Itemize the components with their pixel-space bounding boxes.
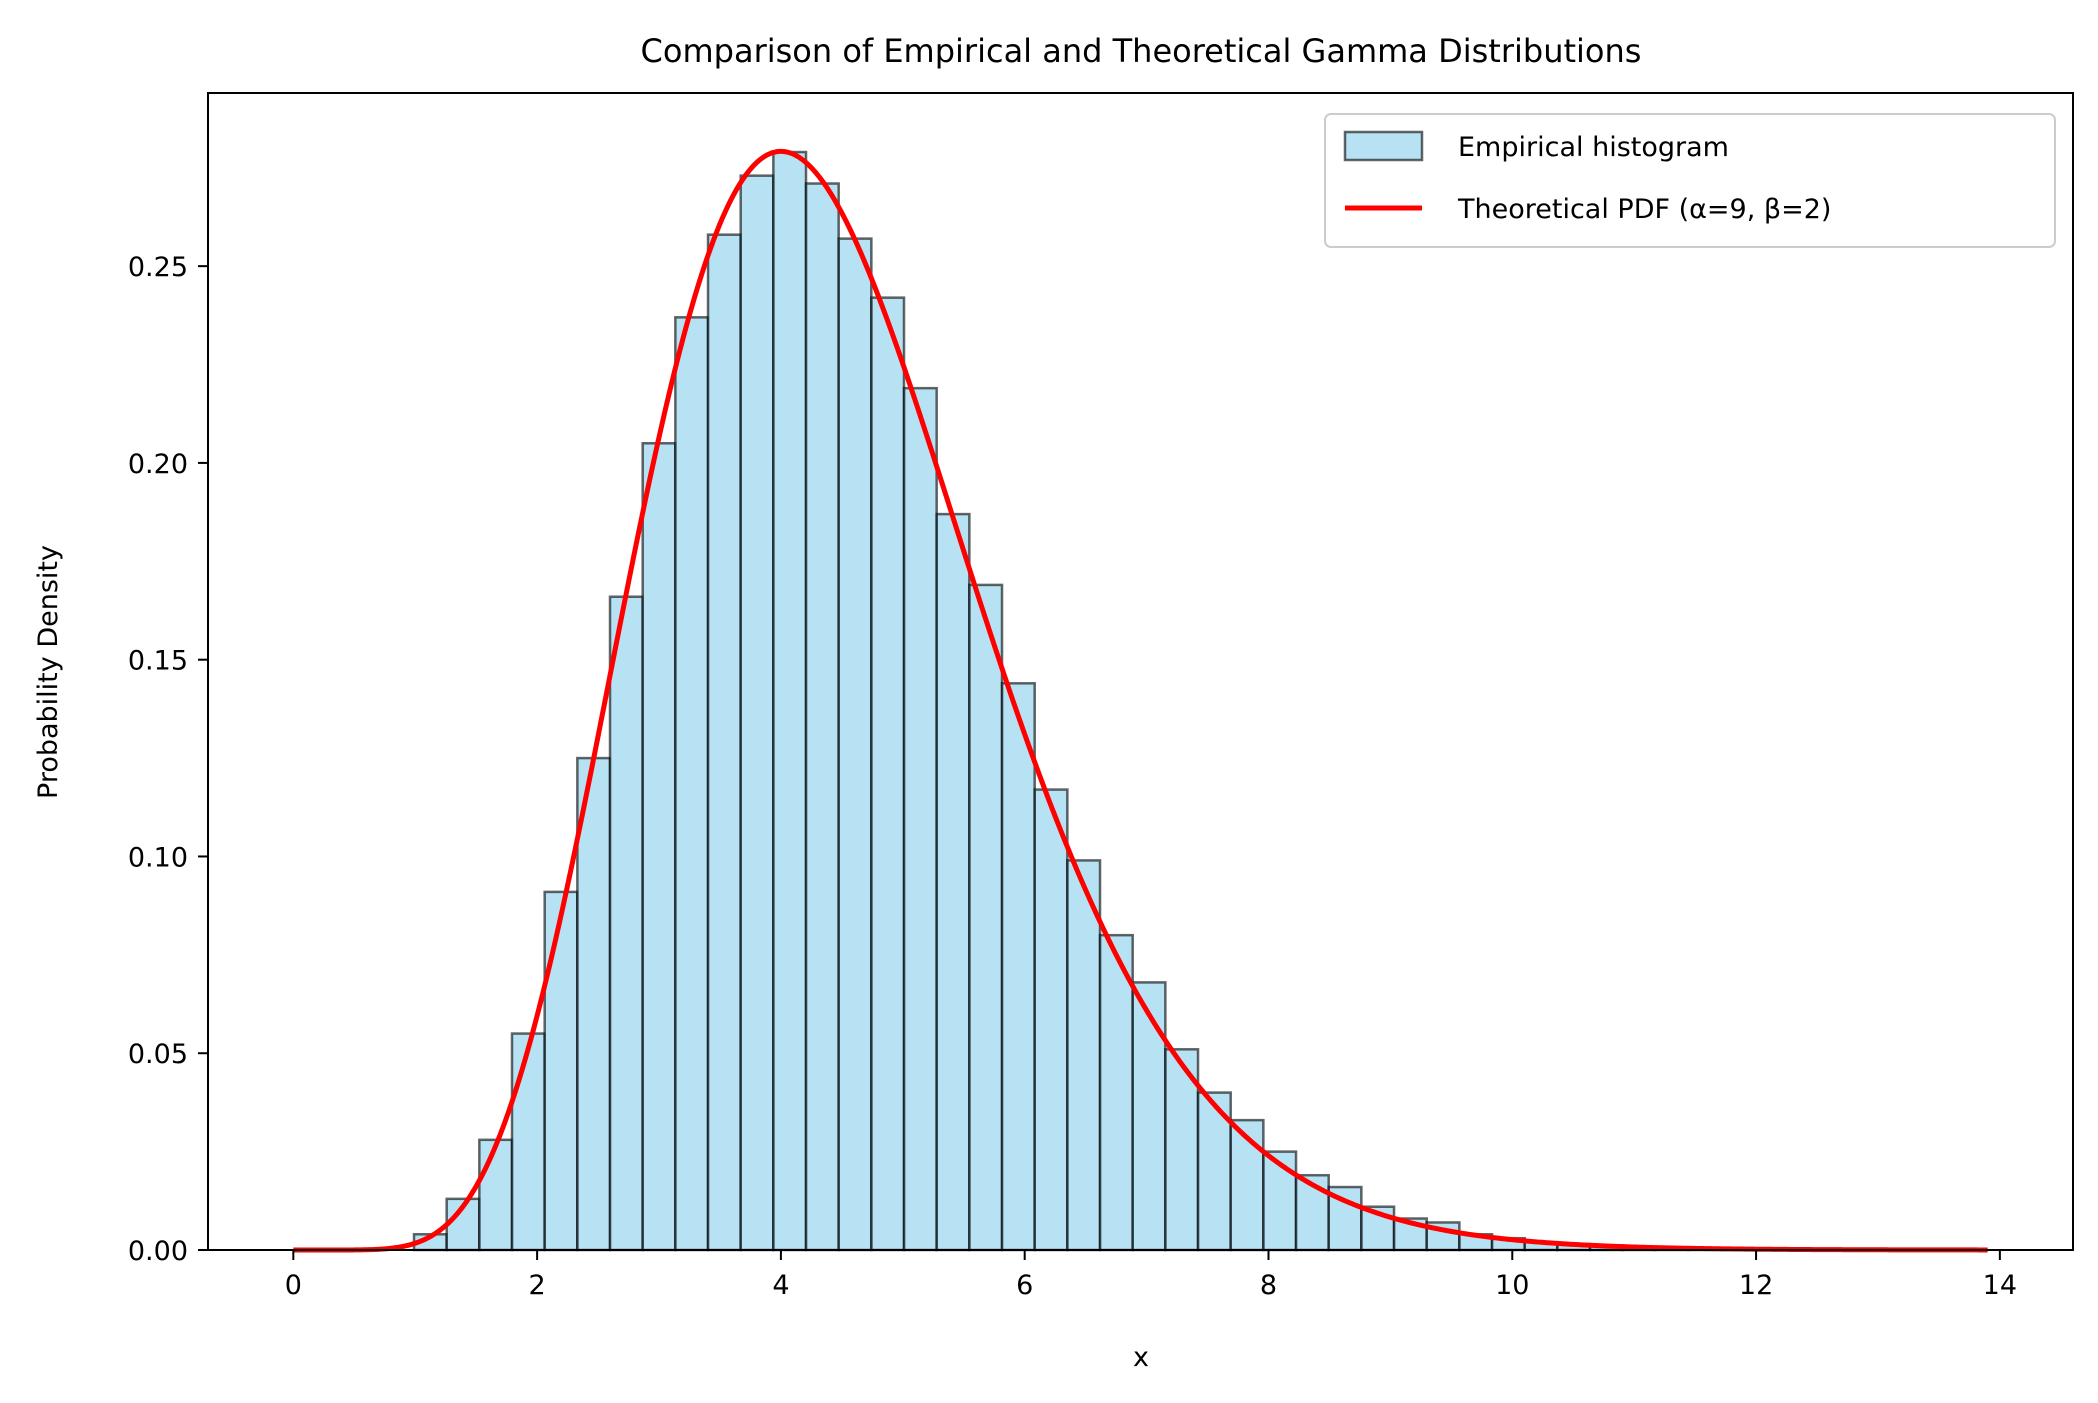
y-tick-label: 0.10 (128, 842, 188, 873)
histogram-bars (412, 150, 1820, 1252)
chart-title: Comparison of Empirical and Theoretical … (641, 32, 1642, 70)
x-tick-label: 8 (1260, 1270, 1277, 1301)
y-tick-label: 0.15 (128, 646, 188, 677)
x-tick-label: 4 (772, 1270, 789, 1301)
histogram-bar (1294, 1173, 1330, 1252)
x-axis-ticks: 0 2 4 6 8 10 12 14 (285, 1250, 2017, 1301)
pdf-curve-group (293, 148, 1988, 1253)
histogram-bar (1131, 981, 1167, 1252)
histogram-bar (739, 174, 775, 1252)
x-axis-label: x (1133, 1342, 1149, 1373)
histogram-bar (510, 1032, 546, 1252)
legend-histogram-label: Empirical histogram (1458, 132, 1729, 163)
histogram-bar (576, 756, 612, 1252)
y-tick-label: 0.25 (128, 252, 188, 283)
histogram-bar (674, 316, 710, 1252)
histogram-bar (1164, 1048, 1200, 1252)
x-tick-label: 2 (529, 1270, 546, 1301)
histogram-bar (902, 386, 938, 1252)
histogram-bar (1066, 859, 1102, 1252)
histogram-bar (968, 583, 1004, 1252)
histogram-bar (1033, 788, 1069, 1252)
histogram-bar (543, 890, 579, 1252)
histogram-bar (608, 595, 644, 1252)
histogram-bar (870, 296, 906, 1252)
y-tick-label: 0.20 (128, 449, 188, 480)
legend-box (1324, 113, 2056, 248)
histogram-bar (641, 441, 677, 1252)
histogram-bar (1196, 1091, 1232, 1252)
y-tick-label: 0.05 (128, 1039, 188, 1070)
y-axis-ticks: 0.00 0.05 0.10 0.15 0.20 0.25 (128, 252, 208, 1267)
histogram-bar (1000, 682, 1036, 1252)
histogram-bar (804, 182, 840, 1252)
pdf-curve (293, 148, 1988, 1253)
legend-pdf-label: Theoretical PDF (α=9, β=2) (1457, 194, 1831, 225)
x-tick-label: 14 (1983, 1270, 2017, 1301)
x-tick-label: 10 (1495, 1270, 1529, 1301)
histogram-bar (772, 150, 808, 1252)
histogram-bar (935, 512, 971, 1252)
x-tick-label: 12 (1739, 1270, 1773, 1301)
histogram-bar (837, 237, 873, 1252)
y-tick-label: 0.00 (128, 1236, 188, 1267)
x-tick-label: 6 (1016, 1270, 1033, 1301)
x-tick-label: 0 (285, 1270, 302, 1301)
legend: Empirical histogram Theoretical PDF (α=9… (1324, 113, 2056, 248)
legend-histogram-swatch (1343, 130, 1424, 162)
y-axis-label: Probability Density (33, 545, 64, 799)
histogram-bar (706, 233, 742, 1252)
plot-frame (207, 92, 2074, 1251)
histogram-bar (478, 1138, 514, 1252)
